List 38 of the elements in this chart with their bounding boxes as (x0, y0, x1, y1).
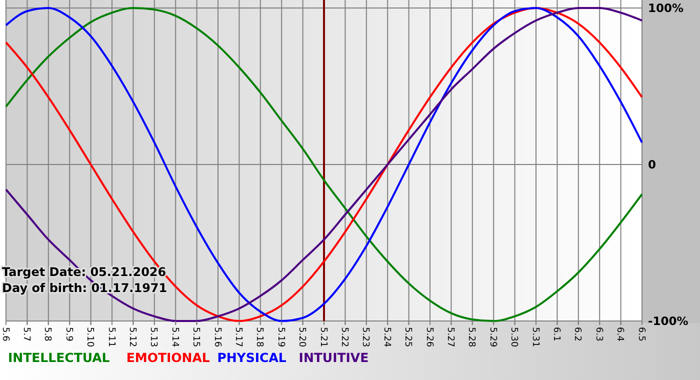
x-tick-label: 6.3 (593, 327, 604, 342)
x-tick-label: 5.20 (296, 327, 307, 348)
x-tick-label: 5.15 (190, 327, 201, 348)
y-tick-label: 0 (648, 158, 656, 172)
text: INTUITIVE (298, 350, 369, 365)
x-tick-label: 5.8 (42, 327, 52, 342)
x-tick-label: 5.29 (487, 327, 498, 348)
y-tick-label: 100% (648, 1, 684, 16)
x-tick-label: 5.18 (254, 327, 264, 348)
x-tick-label: 5.24 (381, 327, 392, 348)
x-tick-label: 5.10 (84, 327, 95, 348)
x-tick-label: 5.23 (360, 327, 370, 348)
x-tick-label: 5.31 (530, 327, 540, 348)
x-tick-label: 5.22 (339, 327, 350, 348)
x-tick-label: 5.28 (466, 327, 476, 348)
x-tick-label: 5.13 (148, 327, 158, 348)
x-tick-label: 5.17 (233, 327, 244, 348)
x-tick-label: 5.7 (21, 327, 32, 342)
x-tick-label: 5.6 (0, 327, 10, 342)
text: INTELLECTUAL (8, 350, 110, 365)
text: EMOTIONAL (126, 350, 210, 365)
x-tick-label: 6.1 (551, 327, 562, 342)
x-tick-label: 5.21 (318, 327, 328, 348)
x-tick-label: 5.9 (63, 327, 74, 342)
x-tick-label: 5.19 (275, 327, 286, 348)
x-tick-label: 5.25 (402, 327, 413, 348)
x-tick-label: 5.12 (127, 327, 138, 348)
x-tick-label: 5.30 (508, 327, 519, 348)
x-tick-label: 5.11 (106, 327, 116, 348)
x-tick-label: 5.26 (424, 327, 434, 348)
text: PHYSICAL (217, 350, 286, 365)
x-tick-label: 5.27 (445, 327, 456, 348)
x-tick-label: 6.2 (572, 327, 582, 342)
x-tick-label: 5.16 (212, 327, 222, 348)
x-tick-label: 6.5 (636, 327, 646, 342)
y-tick-label: -100% (648, 314, 689, 328)
x-tick-label: 6.4 (614, 327, 625, 342)
x-tick-label: 5.14 (169, 327, 180, 348)
